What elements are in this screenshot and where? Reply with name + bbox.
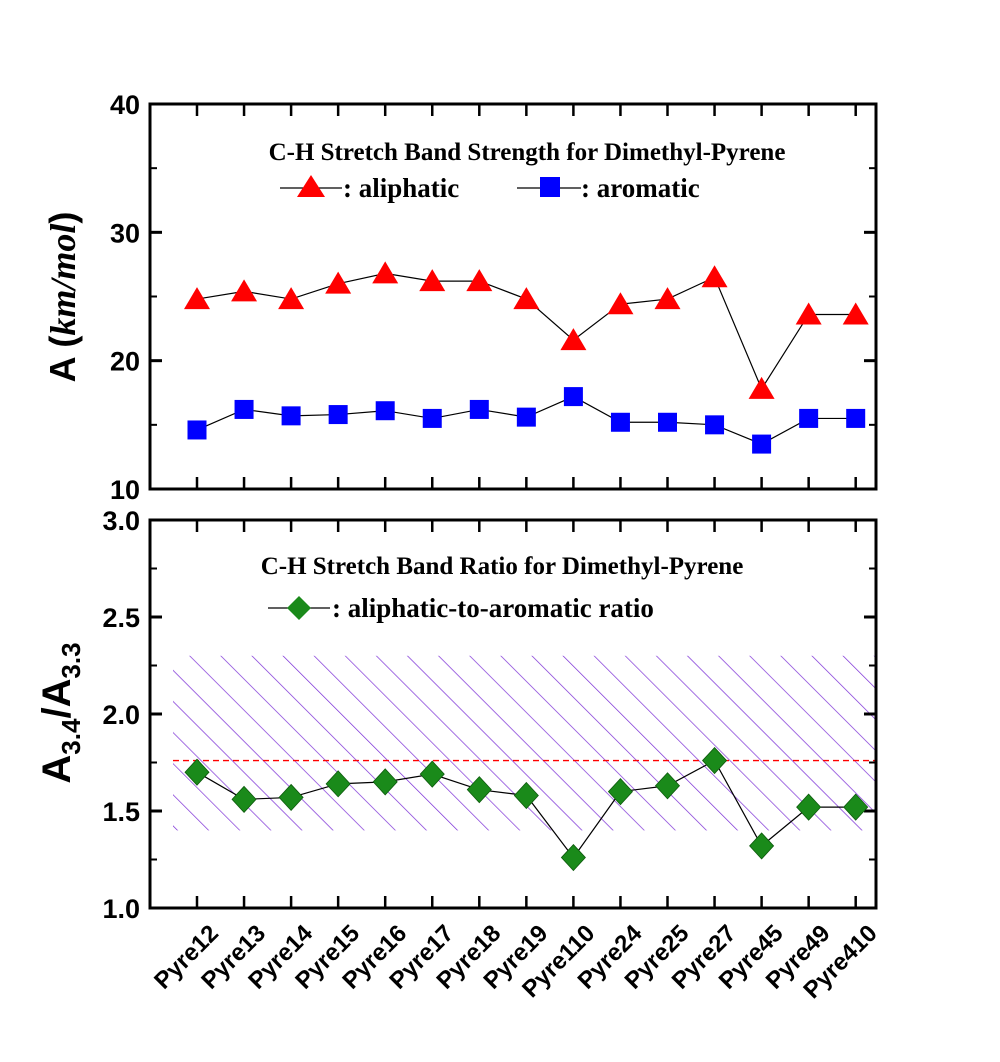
bottom-chart-title: C-H Stretch Band Ratio for Dimethyl-Pyre… bbox=[261, 553, 744, 580]
data-point-diamond bbox=[466, 776, 492, 804]
data-point-diamond bbox=[654, 772, 681, 800]
y-tick-label: 10 bbox=[110, 475, 140, 505]
data-point-square bbox=[705, 415, 725, 435]
data-point-square bbox=[187, 420, 207, 440]
data-point-square bbox=[234, 399, 254, 419]
bottom-series-layer bbox=[184, 746, 869, 872]
data-point-square bbox=[281, 406, 301, 426]
data-point-triangle bbox=[607, 292, 634, 315]
data-point-diamond bbox=[372, 768, 398, 796]
data-point-diamond bbox=[702, 746, 728, 775]
data-point-triangle bbox=[748, 376, 775, 399]
data-point-square bbox=[563, 387, 583, 407]
data-point-triangle bbox=[419, 269, 446, 292]
category-labels: Pyre12Pyre13Pyre14Pyre15Pyre16Pyre17Pyre… bbox=[149, 919, 882, 1004]
data-point-triangle bbox=[184, 287, 210, 310]
data-point-triangle bbox=[842, 302, 869, 325]
data-point-diamond bbox=[419, 760, 445, 788]
bottom-axis-ticks: 1.0 1.5 2.0 2.5 3.0 bbox=[102, 506, 876, 924]
data-point-triangle bbox=[513, 287, 540, 310]
bottom-legend: : aliphatic-to-aromatic ratio bbox=[268, 593, 654, 623]
data-point-diamond bbox=[325, 770, 351, 798]
data-point-triangle bbox=[466, 269, 493, 292]
data-point-square bbox=[799, 408, 819, 428]
data-point-triangle bbox=[654, 287, 681, 310]
top-y-axis-label: A (km/mol) bbox=[42, 212, 83, 383]
data-point-diamond bbox=[607, 778, 633, 806]
top-axis-ticks: 10 20 30 40 bbox=[110, 90, 876, 505]
bottom-y-axis-label: A3.4/A3.3 bbox=[35, 642, 86, 783]
y-tick-label: 2.5 bbox=[102, 603, 140, 633]
y-tick-label: 2.0 bbox=[102, 700, 140, 730]
data-point-square bbox=[752, 434, 772, 454]
data-point-diamond bbox=[843, 793, 869, 821]
legend-label-aromatic: : aromatic bbox=[581, 173, 700, 203]
data-point-triangle bbox=[278, 287, 305, 310]
y-tick-label: 1.5 bbox=[102, 797, 140, 827]
data-point-square bbox=[846, 408, 866, 428]
y-tick-label: 1.0 bbox=[102, 894, 140, 924]
data-point-square bbox=[516, 407, 536, 427]
data-point-triangle bbox=[325, 271, 352, 294]
data-point-diamond bbox=[560, 843, 586, 872]
legend-marker-ratio bbox=[287, 596, 311, 620]
y-tick-label: 30 bbox=[110, 218, 140, 248]
legend-marker-aliphatic bbox=[297, 175, 325, 197]
y-tick-label: 20 bbox=[110, 347, 140, 377]
y-tick-label: 40 bbox=[110, 90, 140, 120]
data-point-triangle bbox=[560, 328, 587, 351]
data-point-diamond bbox=[796, 793, 822, 821]
data-point-square bbox=[610, 412, 630, 432]
data-point-diamond bbox=[231, 785, 257, 813]
legend-label-ratio: : aliphatic-to-aromatic ratio bbox=[332, 593, 654, 623]
data-point-triangle bbox=[701, 265, 728, 288]
top-series-layer bbox=[184, 261, 869, 454]
data-point-triangle bbox=[372, 261, 399, 284]
data-point-square bbox=[375, 401, 395, 421]
top-chart-title: C-H Stretch Band Strength for Dimethyl-P… bbox=[269, 139, 786, 166]
data-point-diamond bbox=[513, 781, 539, 810]
data-point-diamond bbox=[749, 832, 775, 860]
legend-marker-aromatic bbox=[540, 177, 560, 197]
data-point-square bbox=[422, 408, 442, 428]
y-tick-label: 3.0 bbox=[102, 506, 140, 536]
data-point-triangle bbox=[795, 302, 822, 325]
data-point-square bbox=[328, 405, 348, 425]
data-point-square bbox=[469, 399, 489, 419]
data-point-diamond bbox=[278, 783, 304, 812]
top-legend: : aliphatic : aromatic bbox=[280, 173, 700, 203]
data-point-square bbox=[658, 412, 677, 432]
legend-label-aliphatic: : aliphatic bbox=[343, 173, 459, 203]
data-point-diamond bbox=[184, 758, 210, 786]
data-point-triangle bbox=[231, 279, 258, 302]
